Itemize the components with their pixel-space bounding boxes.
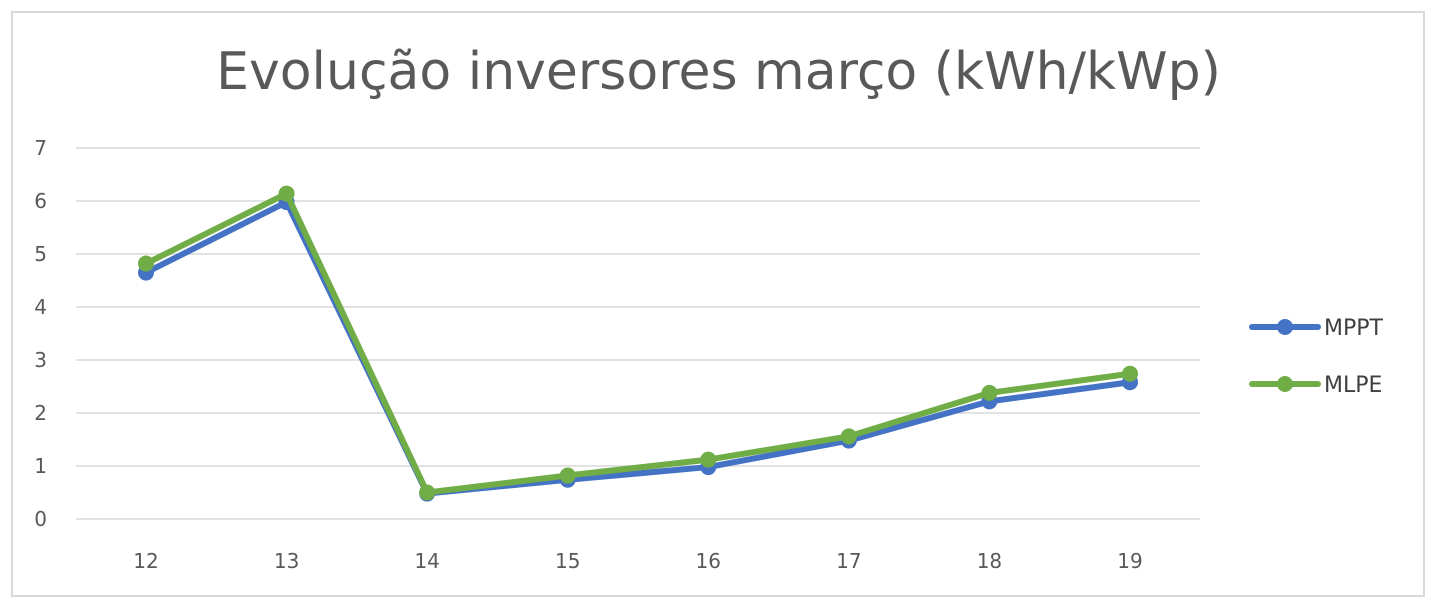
x-tick-label: 13 [274, 549, 299, 573]
x-tick-label: 17 [836, 549, 861, 573]
data-point-mlpe [1122, 365, 1138, 382]
gridlines [76, 147, 1200, 520]
data-point-mlpe [138, 255, 154, 272]
x-tick-label: 19 [1117, 549, 1142, 573]
x-tick-label: 18 [977, 549, 1002, 573]
data-point-mlpe [700, 451, 717, 468]
chart-title: Evolução inversores março (kWh/kWp) [216, 42, 1221, 102]
x-tick-label: 16 [696, 549, 721, 573]
legend-marker-mlpe [1277, 376, 1293, 392]
series-line-mppt [143, 199, 1133, 497]
chart-frame [11, 11, 1425, 597]
data-point-mlpe [840, 428, 857, 445]
legend-label-mppt: MPPT [1324, 316, 1384, 341]
y-tick-label: 2 [34, 401, 47, 425]
y-axis-ticks: 0 1 2 3 4 5 6 7 [34, 136, 47, 531]
y-tick-label: 1 [34, 454, 47, 478]
y-tick-label: 6 [34, 189, 47, 213]
y-tick-label: 4 [34, 295, 47, 319]
data-point-mlpe [559, 467, 576, 484]
y-tick-label: 0 [34, 507, 47, 531]
x-tick-label: 14 [414, 549, 439, 573]
series-line-mlpe [143, 190, 1133, 496]
legend-marker-mppt [1277, 319, 1293, 335]
data-point-mlpe [278, 185, 295, 202]
x-tick-label: 12 [133, 549, 158, 573]
x-tick-label: 15 [555, 549, 580, 573]
data-point-mlpe [419, 484, 436, 501]
series-group [138, 185, 1138, 502]
x-axis-ticks: 12 13 14 15 16 17 18 19 [133, 549, 1142, 573]
y-tick-label: 7 [34, 136, 47, 160]
y-tick-label: 3 [34, 348, 47, 372]
y-tick-label: 5 [34, 242, 47, 266]
legend: MPPT MLPE [1249, 316, 1384, 398]
legend-label-mlpe: MLPE [1324, 373, 1382, 398]
data-point-mlpe [981, 384, 998, 401]
